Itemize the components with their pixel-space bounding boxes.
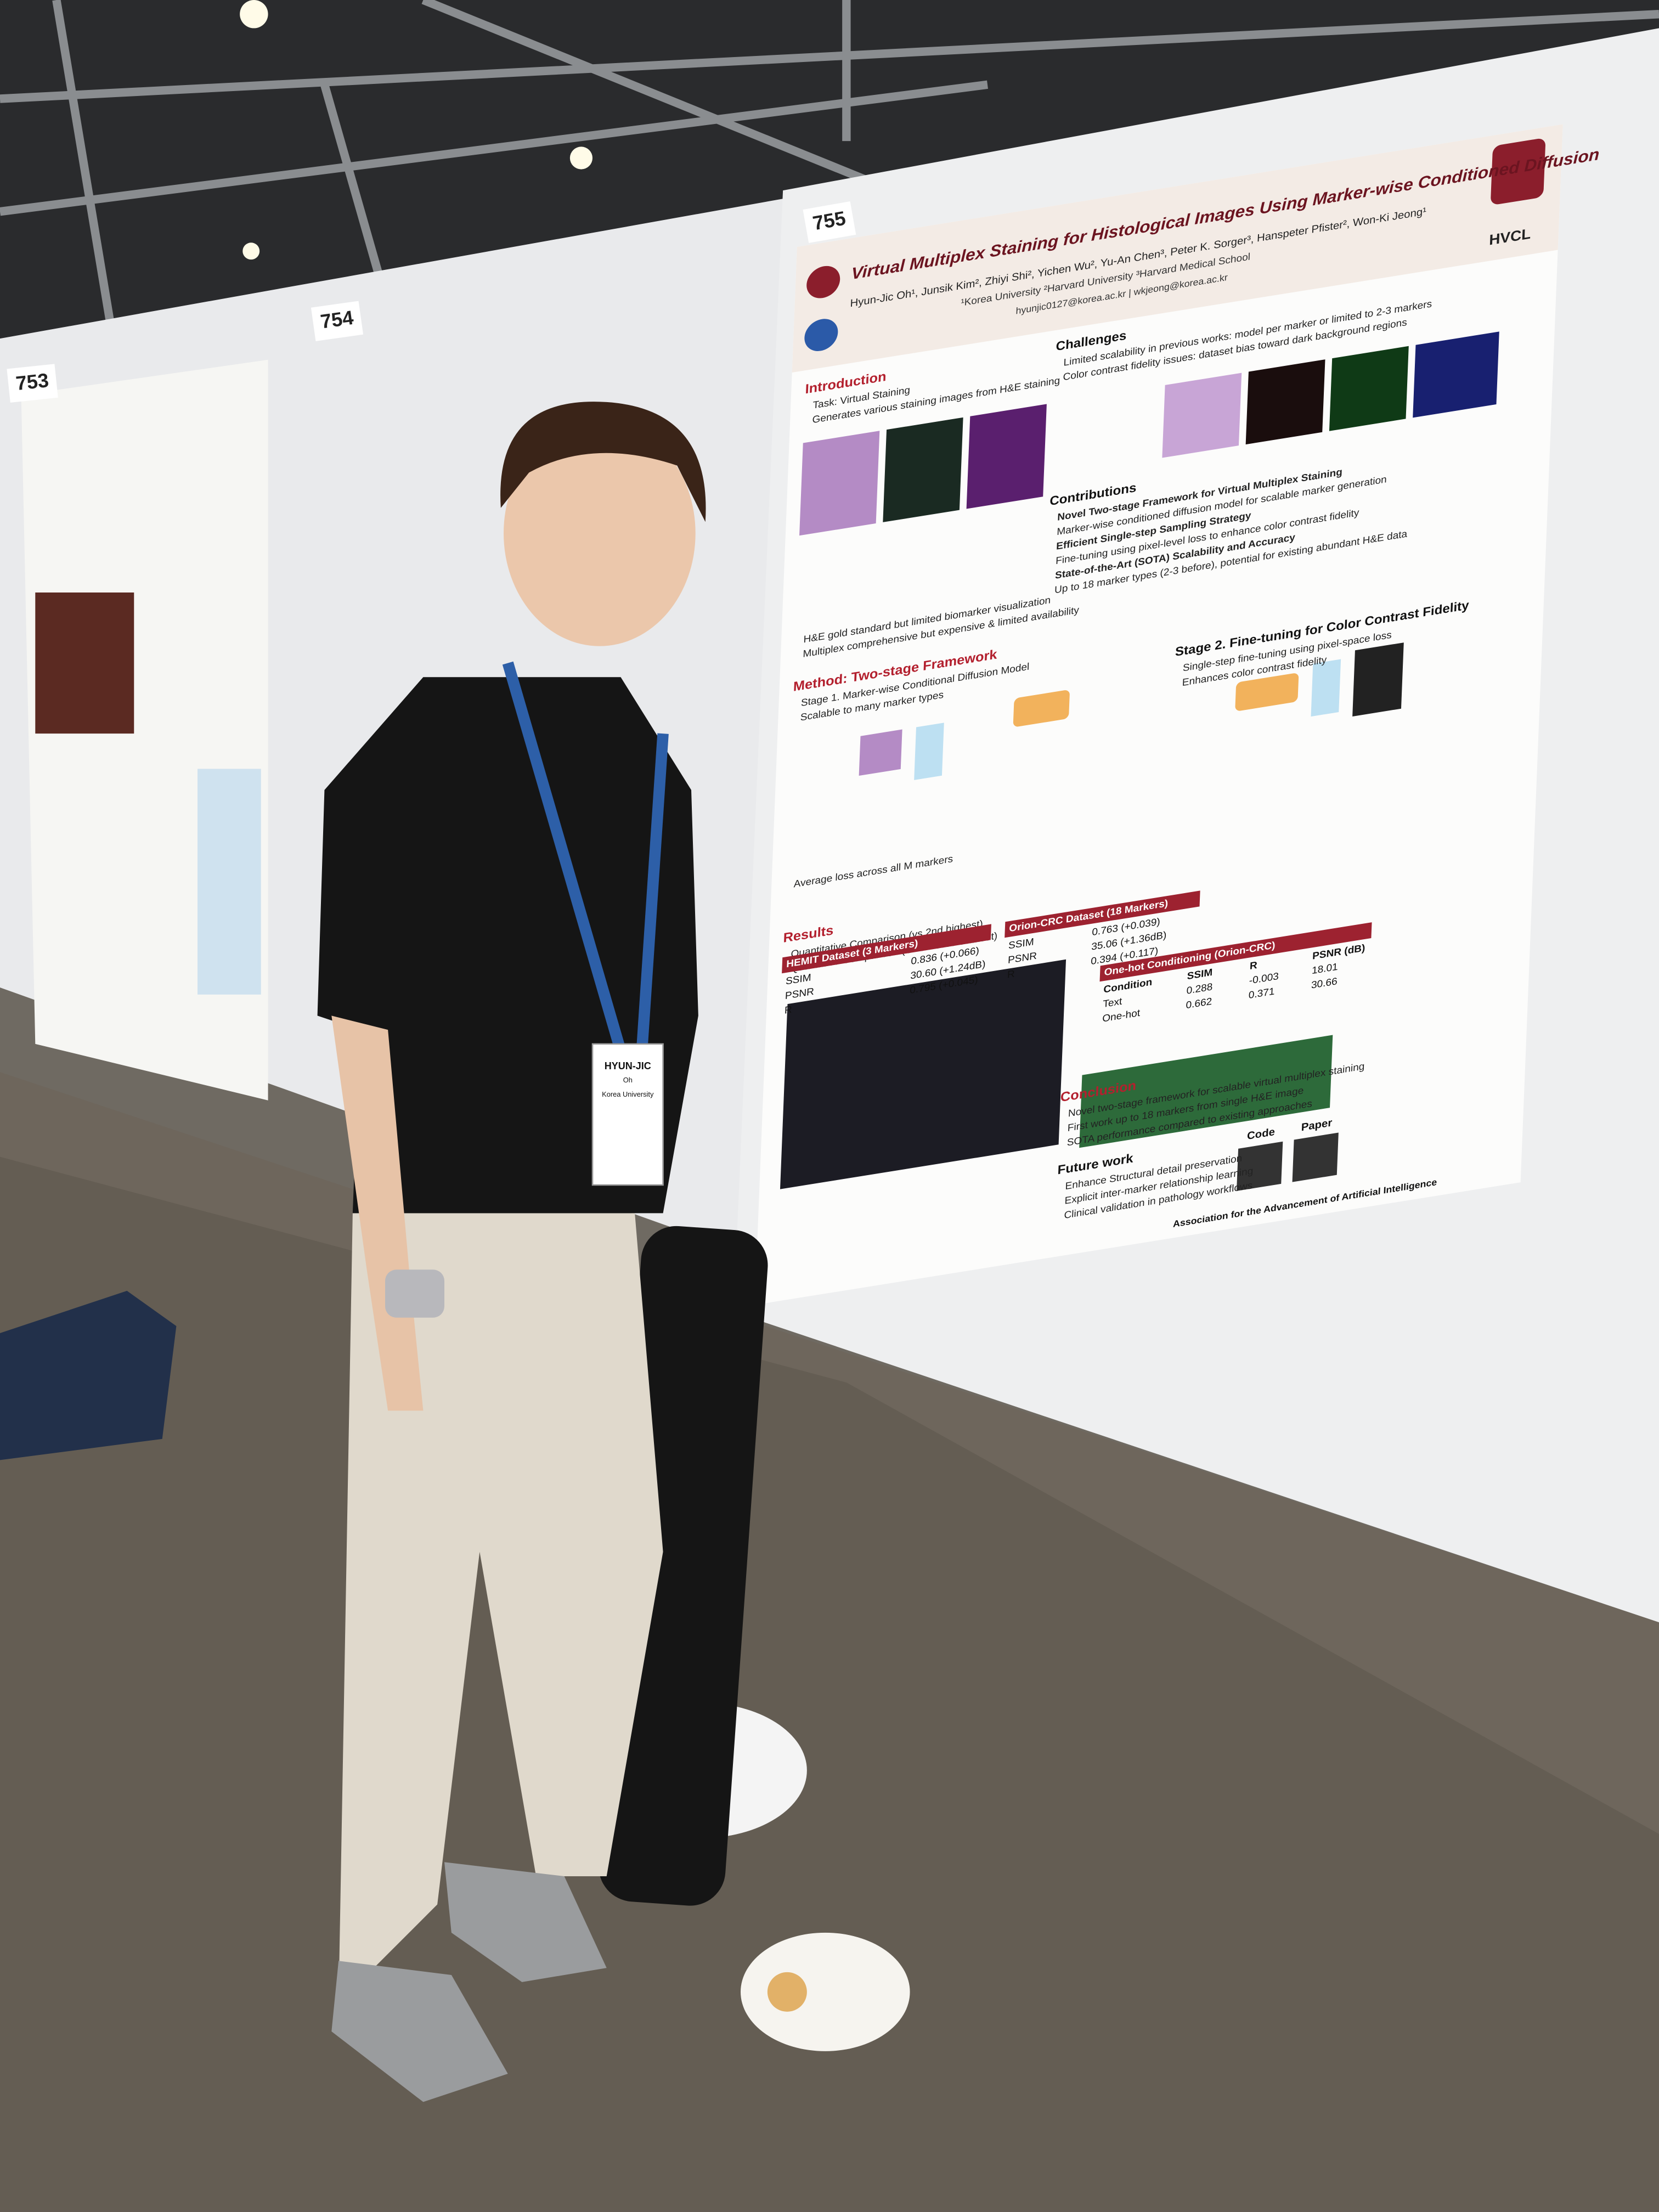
badge-text: HYUN-JIC Oh Korea University	[602, 1060, 654, 1098]
badge-line: HYUN-JIC	[605, 1060, 651, 1071]
table-header-bar	[1005, 890, 1200, 938]
poster: Virtual Multiplex Staining for Histologi…	[754, 124, 1600, 1305]
person: HYUN-JIC Oh Korea University	[317, 402, 706, 2102]
microscopy-images	[780, 331, 1499, 1189]
shoe-left	[331, 1961, 508, 2102]
shoe-right	[444, 1862, 607, 1982]
table-cell: R	[1250, 959, 1258, 972]
neighbor-takeaway	[198, 769, 261, 995]
table-cell: R	[1007, 968, 1015, 980]
booth-tag	[7, 364, 58, 403]
method-diagram	[859, 642, 1404, 780]
ceiling-lights	[240, 0, 592, 260]
name-badge	[591, 1043, 664, 1186]
booth-number: 753	[15, 369, 50, 394]
badge-line: Korea University	[602, 1090, 654, 1098]
university-logo	[806, 266, 840, 298]
booth-number: 754	[319, 306, 354, 333]
table-cell: R	[785, 1003, 793, 1016]
table-header-bar	[1099, 922, 1372, 982]
hair	[500, 402, 706, 522]
backpack	[0, 1290, 177, 1460]
korea-logo	[1491, 138, 1545, 205]
lanyard-back	[636, 733, 669, 1052]
booth-number: 755	[811, 207, 847, 235]
watch	[385, 1269, 444, 1318]
booth-tag	[311, 301, 364, 341]
ceiling-trusses	[0, 0, 1659, 340]
plate	[741, 1932, 910, 2051]
neighbor-figure	[35, 592, 134, 734]
table-header-bar	[782, 924, 991, 974]
lanyard	[502, 661, 627, 1053]
poster-header	[792, 124, 1563, 373]
booth-tag	[803, 201, 856, 243]
face	[504, 420, 696, 646]
snack	[767, 1972, 807, 2012]
lab-logo	[804, 319, 838, 351]
qr-codes	[1237, 1132, 1339, 1191]
booth-numbers: 753 754 755	[7, 201, 856, 403]
badge-line: Oh	[623, 1076, 633, 1084]
